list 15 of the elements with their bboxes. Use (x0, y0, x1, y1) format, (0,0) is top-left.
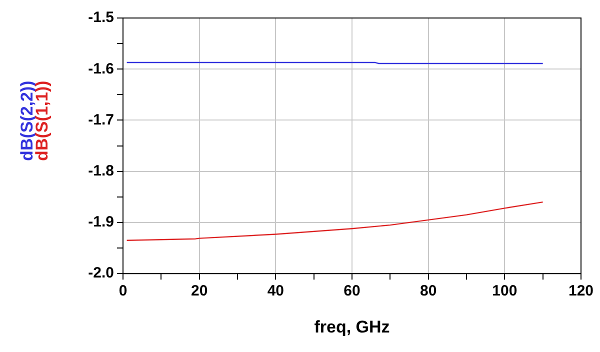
x-tick-label: 80 (420, 282, 437, 300)
x-tick-label: 100 (492, 282, 518, 300)
y-tick-label: -2.0 (88, 264, 114, 282)
x-tick-label: 60 (344, 282, 360, 300)
y-tick-label: -1.7 (88, 111, 114, 128)
x-tick-label: 40 (267, 282, 284, 300)
y-tick-label: -1.9 (88, 214, 114, 231)
y-tick-label: -1.5 (88, 9, 114, 26)
y-tick-label: -1.8 (88, 162, 114, 180)
x-tick-label: 0 (118, 282, 128, 300)
text: dB(S(2,2)) (18, 80, 37, 161)
y-tick-label: -1.6 (88, 60, 114, 78)
x-tick-label: 20 (190, 282, 208, 300)
x-axis-title: freq, GHz (314, 317, 390, 336)
x-tick-label: 120 (568, 282, 594, 300)
